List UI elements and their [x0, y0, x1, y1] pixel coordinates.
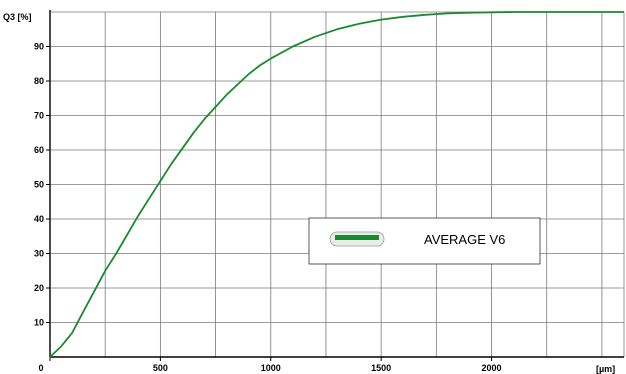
y-tick-label: 50	[34, 180, 44, 190]
y-tick-label: 90	[34, 42, 44, 52]
y-tick-label: 70	[34, 111, 44, 121]
x-tick-label: 0	[38, 363, 43, 373]
y-axis-label: Q3 [%]	[3, 12, 32, 22]
y-tick-label: 20	[34, 283, 44, 293]
legend: AVERAGE V6	[308, 217, 541, 265]
y-tick-label: 80	[34, 76, 44, 86]
series	[49, 11, 624, 358]
series-line-average-v6	[49, 11, 624, 358]
y-tick-label: 60	[34, 145, 44, 155]
x-tick-label: 1000	[261, 363, 281, 373]
legend-entry-average-v6: AVERAGE V6	[424, 232, 505, 247]
tick-labels: 10 20 30 40 50 60 70 80 90 0 500 1000 1500 2000	[34, 42, 502, 374]
y-tick-label: 10	[34, 318, 44, 328]
grid	[50, 11, 625, 357]
x-axis-label: [µm]	[596, 364, 615, 374]
legend-swatch	[335, 235, 379, 240]
x-tick-label: 500	[153, 363, 168, 373]
axes	[46, 10, 624, 361]
y-tick-label: 30	[34, 249, 44, 259]
y-tick-label: 40	[34, 214, 44, 224]
x-tick-label: 2000	[482, 363, 502, 373]
x-tick-label: 1500	[371, 363, 391, 373]
